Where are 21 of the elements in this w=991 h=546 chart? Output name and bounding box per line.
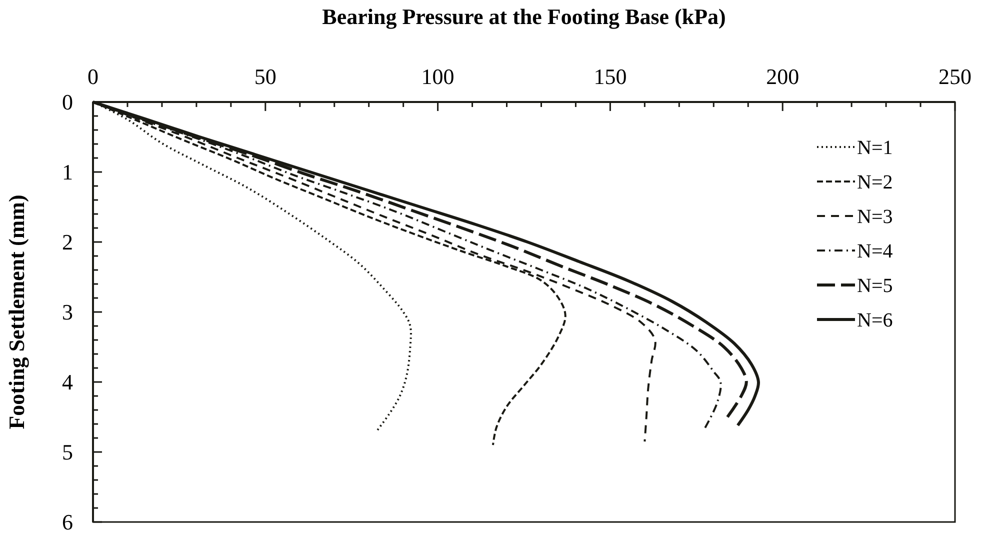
legend-label: N=6	[857, 310, 893, 332]
legend-label: N=5	[857, 275, 893, 297]
y-tick-label: 5	[62, 440, 73, 465]
x-axis-title: Bearing Pressure at the Footing Base (kPa)	[322, 4, 726, 29]
legend-label: N=2	[857, 172, 893, 194]
x-tick-label: 150	[594, 64, 627, 89]
y-tick-label: 3	[62, 300, 73, 325]
x-tick-label: 0	[88, 64, 98, 89]
y-tick-label: 0	[62, 90, 73, 115]
x-tick-label: 200	[766, 64, 800, 89]
y-tick-label: 4	[62, 370, 73, 395]
x-tick-label: 100	[421, 64, 454, 89]
y-tick-label: 2	[62, 230, 73, 255]
legend-label: N=3	[857, 206, 893, 228]
legend-label: N=1	[857, 137, 893, 159]
y-tick-label: 6	[62, 510, 73, 535]
x-tick-label: 50	[254, 64, 276, 89]
y-tick-label: 1	[62, 160, 73, 185]
x-tick-label: 250	[938, 64, 972, 89]
y-axis-title: Footing Settlement (mm)	[4, 194, 29, 430]
legend-label: N=4	[857, 240, 893, 262]
